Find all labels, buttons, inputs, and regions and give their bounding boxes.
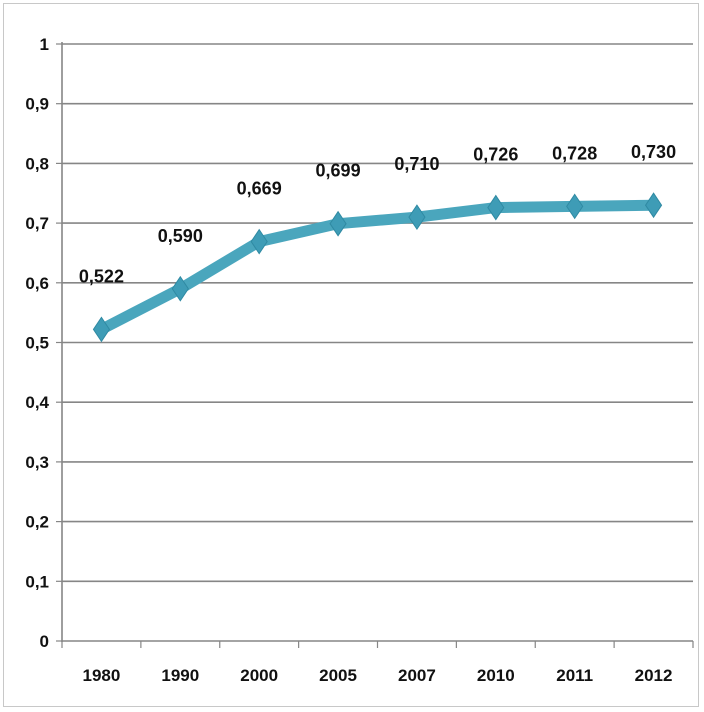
y-tick-label: 0,6 (25, 274, 49, 293)
y-tick-label: 0,4 (25, 393, 49, 412)
x-tick-label: 2012 (635, 666, 673, 685)
data-point-marker (408, 204, 426, 231)
data-label: 0,590 (158, 226, 203, 246)
x-tick-label: 2011 (556, 666, 593, 685)
series-polyline (95, 199, 660, 335)
y-tick-label: 0 (40, 632, 49, 651)
x-tick-label: 2005 (319, 666, 357, 685)
data-label: 0,699 (316, 161, 361, 181)
y-tick-label: 1 (40, 35, 49, 54)
y-axis: 0 0,1 0,2 0,3 0,4 0,5 0,6 0,7 0,8 0,9 1 (25, 35, 63, 651)
x-tick-label: 1990 (161, 666, 199, 685)
x-axis: 1980 1990 2000 2005 2007 2010 2011 2012 (61, 640, 694, 685)
gridlines (62, 43, 693, 583)
data-label: 0,730 (631, 142, 676, 162)
data-point-marker (644, 192, 663, 219)
data-labels: 0,522 0,590 0,669 0,699 0,710 0,726 0,728 0,730 (79, 142, 676, 286)
y-tick-label: 0,5 (25, 334, 49, 353)
data-point-marker (329, 210, 347, 237)
y-tick-label: 0,1 (25, 572, 49, 591)
x-tick-label: 2010 (477, 666, 515, 685)
series-line (92, 192, 663, 343)
y-tick-label: 0,9 (25, 95, 49, 114)
data-point-marker (250, 228, 268, 255)
data-point-marker (171, 275, 189, 302)
data-point-marker (92, 316, 111, 343)
data-label: 0,522 (79, 266, 124, 286)
y-tick-label: 0,8 (25, 154, 49, 173)
x-tick-label: 2000 (240, 666, 278, 685)
data-label: 0,710 (394, 154, 439, 174)
x-tick-label: 1980 (83, 666, 121, 685)
data-label: 0,669 (237, 179, 282, 199)
data-label: 0,726 (473, 145, 518, 165)
data-point-marker (487, 194, 505, 221)
y-tick-label: 0,7 (25, 214, 49, 233)
y-tick-label: 0,3 (25, 453, 49, 472)
y-tick-label: 0,2 (25, 513, 49, 532)
x-tick-label: 2007 (398, 666, 436, 685)
data-point-marker (566, 193, 584, 220)
data-label: 0,728 (552, 143, 597, 163)
chart-frame (3, 3, 699, 707)
